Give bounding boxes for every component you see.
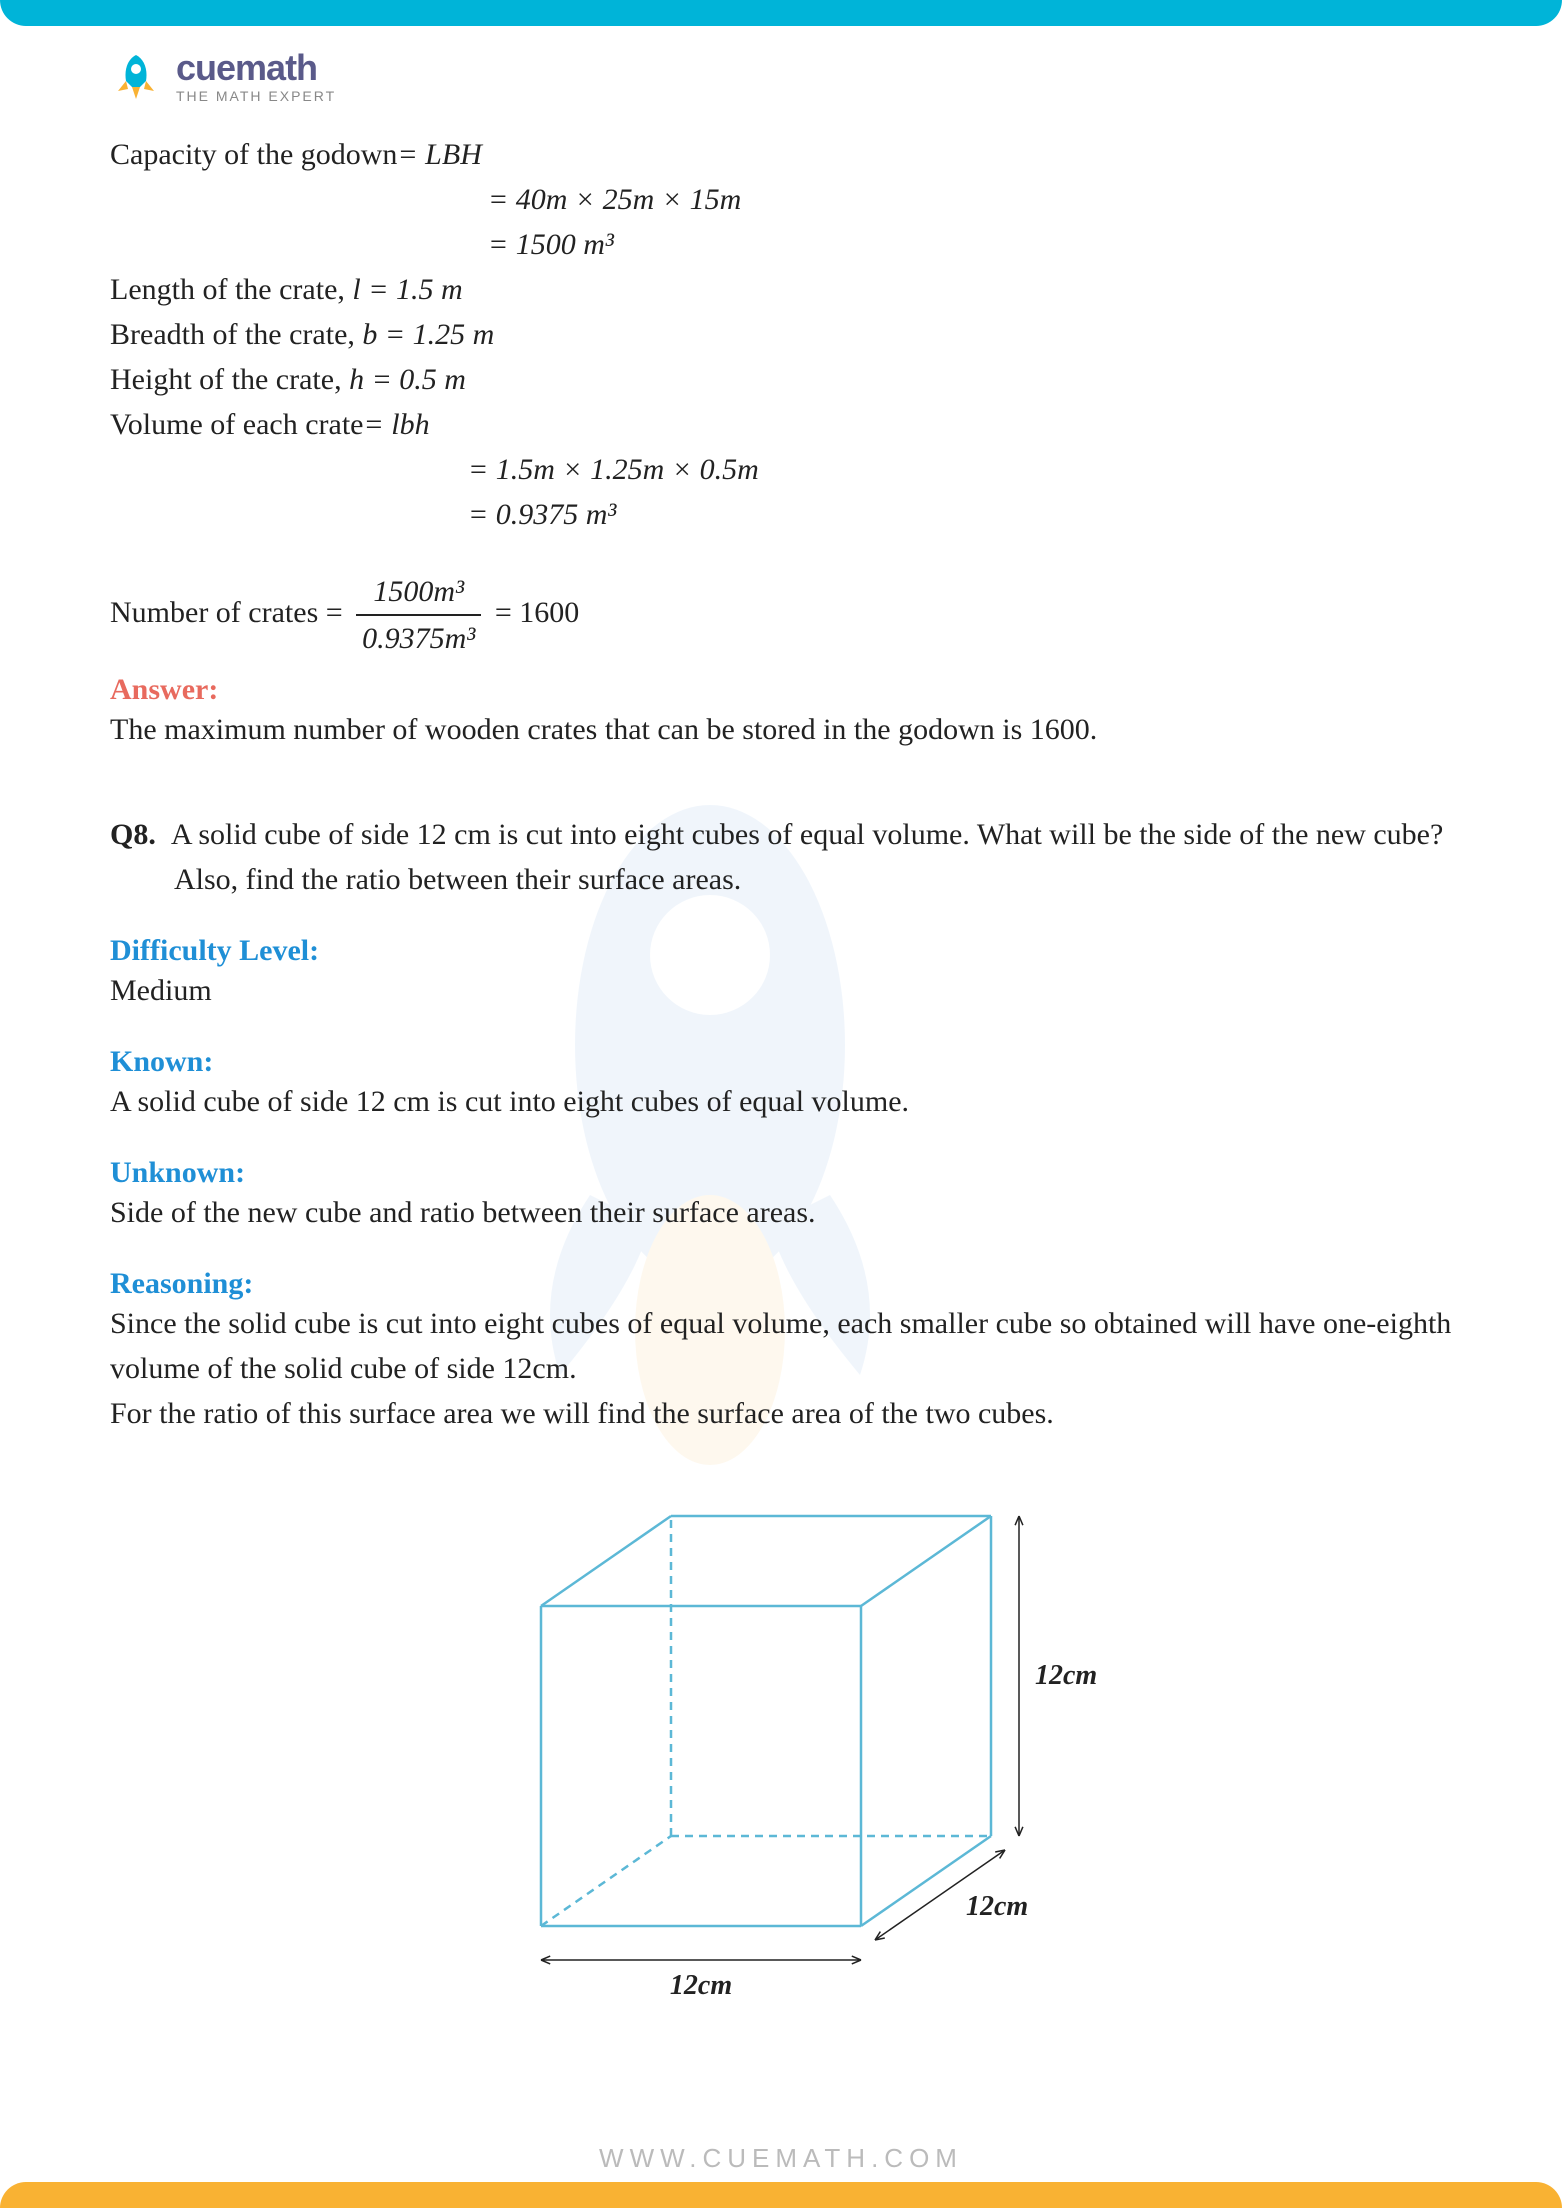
answer-text: The maximum number of wooden crates that… [110,707,1452,752]
q8-text: A solid cube of side 12 cm is cut into e… [171,818,1443,896]
unknown-value: Side of the new cube and ratio between t… [110,1190,1452,1235]
cube-diagram: 12cm 12cm 12cm [110,1466,1452,2006]
capacity-line-3: = 1500 m³ [488,222,1452,267]
crate-breadth: Breadth of the crate, b = 1.25 m [110,312,1452,357]
num-crates-result: = 1600 [495,596,579,629]
frac-den: 0.9375m³ [356,616,481,661]
footer-url: WWW.CUEMATH.COM [0,2143,1562,2174]
top-accent-bar [0,0,1562,26]
known-value: A solid cube of side 12 cm is cut into e… [110,1079,1452,1124]
num-crates-line: Number of crates = 1500m³ 0.9375m³ = 160… [110,569,1452,661]
logo-main-text: cuemath [176,50,336,86]
crate-b-val: b = 1.25 m [362,318,494,351]
vol-eq: = lbh [364,408,430,441]
vol-label: Volume of each crate [110,408,364,441]
reasoning-value: Since the solid cube is cut into eight c… [110,1301,1452,1436]
page-content: cuemath THE MATH EXPERT Capacity of the … [110,50,1452,2148]
capacity-line-1: Capacity of the godown= LBH [110,132,1452,177]
volume-line-2: = 1.5m × 1.25m × 0.5m [468,447,1452,492]
capacity-eq: = LBH [397,138,481,171]
known-label: Known: [110,1045,1452,1079]
q8-question: Q8. A solid cube of side 12 cm is cut in… [110,812,1452,902]
svg-text:12cm: 12cm [670,1970,732,2001]
crate-l-val: l = 1.5 m [352,273,462,306]
logo: cuemath THE MATH EXPERT [110,50,1452,104]
svg-text:12cm: 12cm [1035,1660,1097,1691]
capacity-label: Capacity of the godown [110,138,397,171]
num-crates-label: Number of crates [110,596,326,629]
unknown-label: Unknown: [110,1156,1452,1190]
volume-line-3: = 0.9375 m³ [468,492,1452,537]
reasoning-label: Reasoning: [110,1267,1452,1301]
crate-length: Length of the crate, l = 1.5 m [110,267,1452,312]
logo-sub-text: THE MATH EXPERT [176,88,336,104]
bottom-accent-bar [0,2182,1562,2208]
frac-num: 1500m³ [356,569,481,616]
svg-text:12cm: 12cm [966,1891,1028,1922]
volume-line-1: Volume of each crate= lbh [110,402,1452,447]
capacity-line-2: = 40m × 25m × 15m [488,177,1452,222]
answer-label: Answer: [110,673,1452,707]
fraction: 1500m³ 0.9375m³ [356,569,481,661]
crate-b-label: Breadth of the crate, [110,318,362,351]
crate-h-label: Height of the crate, [110,363,349,396]
crate-h-val: h = 0.5 m [349,363,466,396]
rocket-icon [110,51,162,103]
crate-l-label: Length of the crate, [110,273,352,306]
q8-label: Q8. [110,818,156,851]
crate-height: Height of the crate, h = 0.5 m [110,357,1452,402]
cube-svg: 12cm 12cm 12cm [461,1466,1101,2006]
difficulty-label: Difficulty Level: [110,934,1452,968]
difficulty-value: Medium [110,968,1452,1013]
